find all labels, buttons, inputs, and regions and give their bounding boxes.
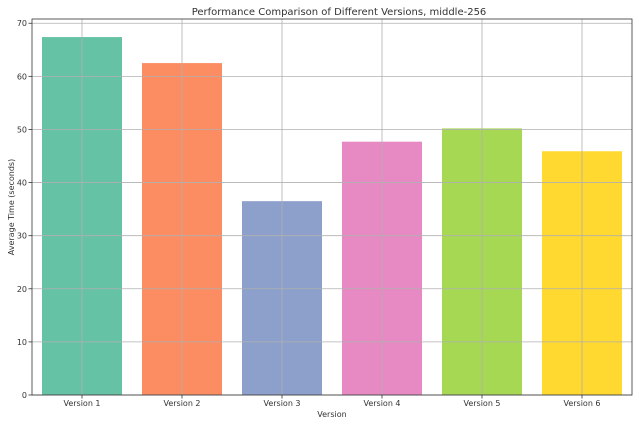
- y-tick-label: 70: [17, 19, 27, 28]
- y-tick-label: 60: [17, 72, 27, 81]
- y-tick-label: 30: [17, 232, 27, 241]
- bar-chart: Performance Comparison of Different Vers…: [0, 0, 639, 426]
- y-axis-label: Average Time (seconds): [7, 159, 16, 255]
- y-tick-label: 40: [17, 179, 27, 188]
- x-tick-label: Version 5: [463, 399, 500, 408]
- x-tick-label: Version 2: [163, 399, 200, 408]
- x-tick-label: Version 3: [263, 399, 300, 408]
- y-tick-label: 10: [17, 338, 27, 347]
- x-tick-label: Version 4: [363, 399, 400, 408]
- chart-title: Performance Comparison of Different Vers…: [192, 7, 487, 18]
- y-tick-label: 0: [22, 391, 27, 400]
- x-tick-label: Version 1: [63, 399, 100, 408]
- x-axis-label: Version: [317, 410, 346, 419]
- y-tick-label: 50: [17, 125, 27, 134]
- y-tick-label: 20: [17, 285, 27, 294]
- x-tick-label: Version 6: [563, 399, 600, 408]
